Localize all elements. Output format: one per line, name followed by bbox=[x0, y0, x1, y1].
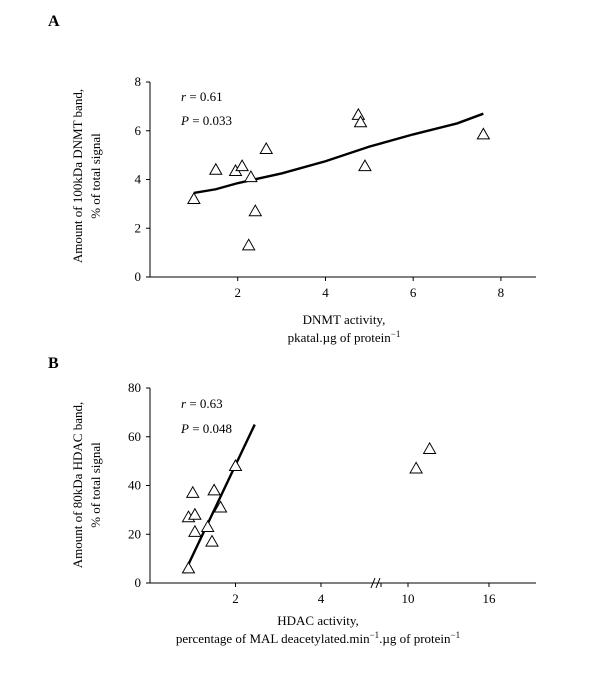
panel-b-marks bbox=[181, 424, 437, 574]
panel-b-point bbox=[181, 561, 196, 574]
panel-a-point bbox=[248, 204, 263, 217]
panel-b-x-tick-label: 4 bbox=[318, 591, 325, 606]
panel-b-point bbox=[188, 507, 202, 520]
panel-b-p-stat: P = 0.048 bbox=[180, 421, 232, 436]
panel-a-point bbox=[358, 159, 372, 172]
panel-b-y-tick-label: 40 bbox=[128, 478, 141, 493]
panel-a-x-tick-label: 2 bbox=[234, 285, 241, 300]
panel-b-y-tick-label: 80 bbox=[128, 380, 141, 395]
panel-a-marks bbox=[187, 107, 491, 251]
panel-b-y-tick-label: 0 bbox=[135, 575, 142, 590]
panel-b-y-tick-label: 60 bbox=[128, 429, 141, 444]
panel-a-point bbox=[353, 115, 368, 128]
panel-b-label: B bbox=[48, 355, 59, 372]
panel-a-y-title-line2: % of total signal bbox=[88, 133, 103, 219]
panel-b-trendline bbox=[183, 424, 256, 574]
panel-a-p-stat: P = 0.033 bbox=[180, 113, 232, 128]
panel-a-point bbox=[244, 170, 258, 183]
panel-a-label: A bbox=[48, 13, 60, 30]
panel-b-point bbox=[207, 483, 221, 496]
panel-b: B r = 0.63 P = 0.048 HDAC activity, perc… bbox=[48, 355, 536, 646]
panel-a-point bbox=[241, 238, 256, 251]
panel-a: A r = 0.61 P = 0.033 DNMT activity, pkat… bbox=[48, 13, 536, 345]
panel-a-r-stat: r = 0.61 bbox=[181, 89, 223, 104]
panel-b-x-tick-label: 10 bbox=[402, 591, 415, 606]
panel-b-axis-break-right bbox=[375, 577, 381, 589]
panel-b-y-title: Amount of 80kDa HDAC band, bbox=[70, 402, 85, 568]
panel-a-y-tick-label: 6 bbox=[135, 123, 142, 138]
panel-b-x-title-line2: percentage of MAL deacetylated.min−1.µg … bbox=[176, 630, 460, 646]
panel-b-y-title-line2: % of total signal bbox=[88, 442, 103, 528]
panel-a-point bbox=[259, 142, 274, 155]
panel-a-trendline bbox=[193, 112, 484, 195]
panel-b-x-tick-label: 2 bbox=[232, 591, 239, 606]
panel-a-y-tick-label: 4 bbox=[135, 172, 142, 187]
panel-a-y-tick-label: 0 bbox=[135, 269, 142, 284]
panel-a-ticks: 0 2 4 6 8 2 4 6 8 bbox=[135, 74, 505, 300]
panel-a-point bbox=[476, 127, 491, 140]
panel-b-y-tick-label: 20 bbox=[128, 526, 141, 541]
panel-b-x-title: HDAC activity, bbox=[277, 613, 358, 628]
panel-a-x-title-line2: pkatal.µg of protein−1 bbox=[288, 329, 401, 345]
panel-b-point bbox=[185, 485, 200, 498]
panel-a-y-tick-label: 2 bbox=[135, 220, 142, 235]
panel-b-x-tick-label: 16 bbox=[483, 591, 497, 606]
panel-b-axis-break-left bbox=[370, 577, 376, 589]
panel-b-point bbox=[200, 519, 215, 532]
panel-a-point bbox=[187, 191, 201, 204]
panel-a-point bbox=[235, 159, 249, 172]
panel-a-x-title: DNMT activity, bbox=[303, 312, 386, 327]
panel-a-x-tick-label: 4 bbox=[322, 285, 329, 300]
panel-b-point bbox=[205, 534, 219, 547]
panel-a-point bbox=[351, 107, 366, 120]
panel-a-y-tick-label: 8 bbox=[135, 74, 142, 89]
panel-a-y-title: Amount of 100kDa DNMT band, bbox=[70, 89, 85, 263]
panel-b-point bbox=[213, 500, 228, 513]
panel-b-point bbox=[228, 458, 243, 471]
panel-b-point bbox=[188, 524, 202, 537]
panel-a-x-tick-label: 8 bbox=[498, 285, 505, 300]
panel-b-ticks: 0 20 40 60 80 2 4 10 16 bbox=[128, 380, 496, 606]
panel-b-point bbox=[409, 461, 423, 474]
panel-b-r-stat: r = 0.63 bbox=[181, 396, 223, 411]
panel-a-point bbox=[208, 162, 223, 175]
panel-b-point bbox=[422, 441, 437, 454]
panel-a-x-tick-label: 6 bbox=[410, 285, 417, 300]
